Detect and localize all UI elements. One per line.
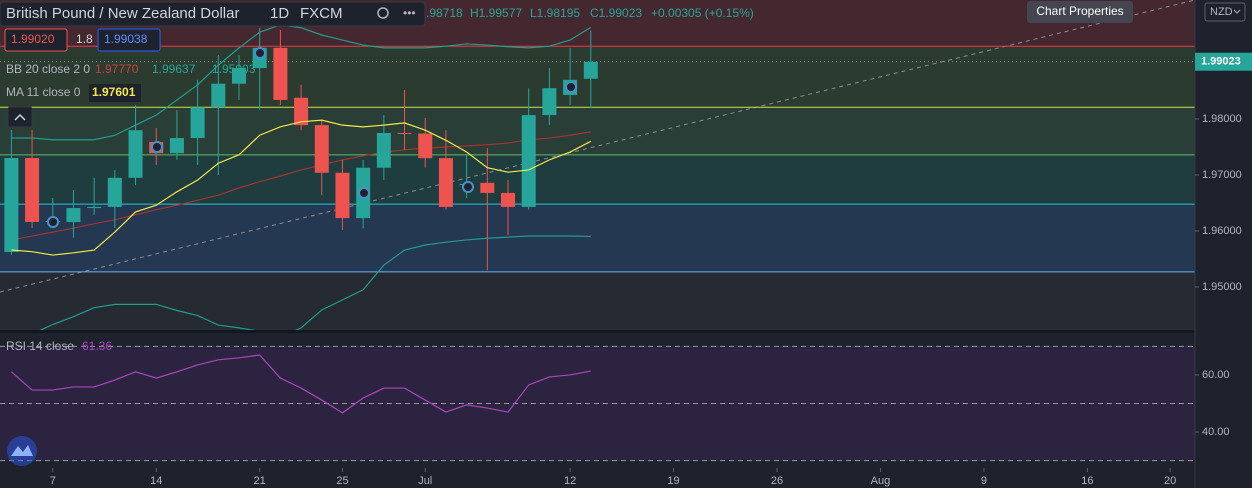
candle-body — [438, 158, 453, 207]
y-tick-label: 1.95000 — [1202, 281, 1242, 293]
x-tick-label: 16 — [1081, 475, 1093, 487]
candle-body — [169, 138, 184, 154]
event-markers — [47, 47, 577, 228]
event-marker[interactable] — [254, 47, 266, 59]
trend-line — [0, 0, 1196, 293]
symbol-box[interactable] — [0, 1, 426, 27]
interval: 1D — [270, 5, 289, 22]
x-tick-label: 25 — [336, 475, 348, 487]
rsi-line — [10, 354, 591, 414]
buy-button[interactable] — [97, 28, 161, 52]
candle-body — [66, 208, 81, 223]
candle-body — [521, 115, 536, 207]
candle-body — [335, 172, 350, 219]
currency-dropdown[interactable] — [1204, 2, 1246, 22]
candle-body — [25, 157, 40, 222]
chart-properties-text: Chart Properties — [1036, 4, 1123, 18]
sell-price: 1.99020 — [11, 32, 55, 46]
level-zone — [0, 154, 1195, 205]
ohlc-high: H1.99577 — [470, 6, 522, 20]
level-zone — [0, 204, 1195, 272]
candle-body — [211, 83, 226, 108]
sell-button[interactable] — [4, 28, 68, 52]
candle-body — [542, 88, 557, 116]
candle-body — [87, 206, 102, 209]
ohlc-change: +0.00305 (+0.15%) — [651, 6, 754, 20]
y-tick-label: 60.00 — [1202, 369, 1230, 381]
last-price-label: 1.99023 — [1201, 56, 1241, 68]
chart-properties-button[interactable] — [1027, 1, 1133, 23]
event-marker[interactable] — [358, 187, 370, 199]
ma-line — [11, 119, 592, 256]
x-tick-label: 12 — [564, 475, 576, 487]
y-tick-label: 40.00 — [1202, 426, 1230, 438]
ma-label: MA 11 close 0 — [6, 85, 81, 99]
event-marker[interactable] — [462, 181, 474, 193]
candle-body — [418, 133, 433, 159]
x-tick-label: 21 — [254, 475, 266, 487]
ohlc-close: C1.99023 — [590, 6, 642, 20]
candle-body — [4, 157, 19, 252]
ohlc-low: L1.98195 — [530, 6, 580, 20]
level-zone — [0, 271, 1195, 330]
rsi-label: RSI 14 close — [6, 339, 74, 353]
x-tick-label: 20 — [1164, 475, 1176, 487]
x-tick-label: 26 — [771, 475, 783, 487]
x-tick-label: 7 — [50, 475, 56, 487]
bb-upper-value: 1.99637 — [152, 62, 196, 76]
candle-body — [128, 130, 143, 178]
x-tick-label: 9 — [981, 475, 987, 487]
bb-basis — [11, 131, 591, 241]
last-price-tag — [1195, 52, 1252, 71]
symbol: British Pound / New Zealand Dollar — [6, 5, 239, 22]
ohlc-open: .98718 — [426, 6, 463, 20]
time-axis — [0, 468, 1252, 488]
event-marker[interactable] — [565, 81, 577, 93]
collapse-icon — [14, 113, 26, 121]
candle-body — [583, 61, 598, 79]
spread: 1.8 — [76, 32, 93, 46]
buy-price: 1.99038 — [104, 32, 148, 46]
logo-icon — [11, 445, 33, 456]
ma-value-bg — [89, 84, 141, 102]
candle-body — [314, 125, 329, 173]
dropdown-caret — [1233, 9, 1241, 14]
event-marker[interactable] — [151, 141, 163, 153]
candle-body — [480, 182, 495, 193]
x-tick-label: 14 — [150, 475, 162, 487]
candle-body — [376, 132, 391, 168]
candle-body — [397, 132, 412, 134]
bb-basis-value: 1.97770 — [95, 62, 139, 76]
bb-lower-value: 1.95903 — [212, 62, 256, 76]
x-tick-label: 19 — [667, 475, 679, 487]
bb-label: BB 20 close 2 0 — [6, 62, 90, 76]
candle-body — [294, 97, 309, 126]
x-tick-label: Jul — [418, 475, 432, 487]
event-marker[interactable] — [47, 216, 59, 228]
visibility-icon[interactable] — [377, 7, 389, 19]
pane-separator — [0, 330, 1195, 333]
candle-body — [273, 47, 288, 100]
candle-body — [190, 107, 205, 139]
y-tick-label: 1.96000 — [1202, 225, 1242, 237]
more-icon[interactable]: ••• — [403, 6, 416, 20]
collapse-button[interactable] — [7, 106, 33, 128]
candle-body — [232, 68, 246, 84]
currency-text: NZD — [1210, 6, 1233, 18]
ma-value: 1.97601 — [92, 85, 136, 99]
bb-lower — [39, 235, 591, 330]
bb-upper — [11, 24, 592, 141]
candle-body — [107, 177, 122, 207]
rsi-value: 61.36 — [82, 339, 112, 353]
candle-body — [501, 192, 516, 207]
x-tick-label: Aug — [871, 475, 891, 487]
y-tick-label: 1.97000 — [1202, 169, 1242, 181]
source: FXCM — [300, 5, 343, 22]
y-tick-label: 1.98000 — [1202, 113, 1242, 125]
